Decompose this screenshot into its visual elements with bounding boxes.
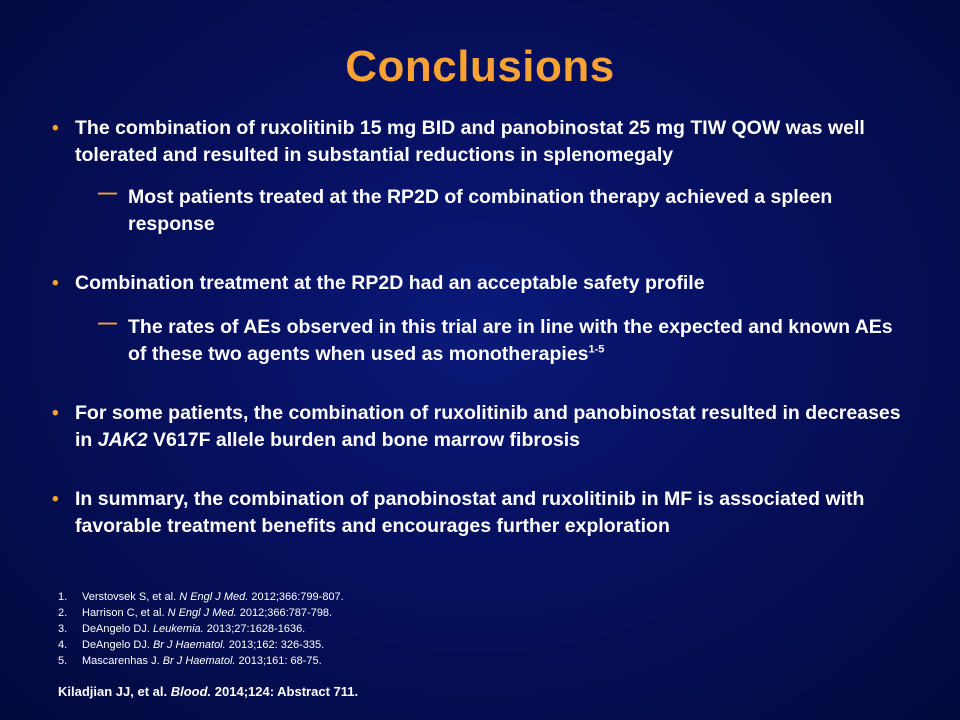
bullet-3-text-b: V617F allele burden and bone marrow fibr… <box>147 429 580 451</box>
bullet-1: • The combination of ruxolitinib 15 mg B… <box>52 115 922 169</box>
bullet-marker: • <box>52 118 59 139</box>
reference-citation: 2013;27:1628-1636. <box>203 623 306 635</box>
bullet-3-gene: JAK2 <box>97 429 148 451</box>
reference-item: 2. Harrison C, et al. N Engl J Med. 2012;… <box>58 605 658 621</box>
bullet-3-text-a: For some patients, the combination of ru… <box>75 402 901 451</box>
reference-number: 3. <box>58 623 68 635</box>
reference-authors: Harrison C, et al. <box>82 607 168 619</box>
bullet-marker: • <box>52 273 59 294</box>
bullet-marker: • <box>52 489 59 510</box>
reference-journal: Leukemia. <box>152 623 204 635</box>
subbullet-2-citation: 1-5 <box>588 343 605 356</box>
reference-authors: DeAngelo DJ. <box>82 639 153 651</box>
subbullet-2: — The rates of AEs observed in this tria… <box>98 313 908 368</box>
bullet-2-text: Combination treatment at the RP2D had an… <box>75 272 705 294</box>
bullet-marker: • <box>52 403 59 424</box>
dash-marker: — <box>98 183 117 204</box>
reference-number: 5. <box>58 655 68 667</box>
references-list: 1. Verstovsek S, et al. N Engl J Med. 201… <box>58 589 658 669</box>
slide-title: Conclusions <box>345 42 615 91</box>
subbullet-2-text: The rates of AEs observed in this trial … <box>128 316 893 365</box>
dash-marker: — <box>98 313 117 334</box>
reference-journal: Br J Haematol. <box>152 639 226 651</box>
bullet-3: • For some patients, the combination of … <box>52 400 922 454</box>
reference-authors: Mascarenhas J. <box>82 655 163 667</box>
reference-citation: 2013;162: 326-335. <box>225 639 325 651</box>
reference-number: 2. <box>58 607 68 619</box>
reference-item: 1. Verstovsek S, et al. N Engl J Med. 201… <box>58 589 658 605</box>
reference-item: 3. DeAngelo DJ. Leukemia. 2013;27:1628-16… <box>58 621 658 637</box>
source-citation: Kiladjian JJ, et al. Blood. 2014;124: Ab… <box>58 684 358 699</box>
bullet-1-text: The combination of ruxolitinib 15 mg BID… <box>75 117 865 166</box>
reference-number: 1. <box>58 591 68 603</box>
bullet-4-text: In summary, the combination of panobinos… <box>75 488 865 537</box>
reference-journal: Br J Haematol. <box>162 655 236 667</box>
source-details: 2014;124: Abstract 711. <box>211 684 359 699</box>
source-authors: Kiladjian JJ, et al. <box>58 684 171 699</box>
reference-item: 5. Mascarenhas J. Br J Haematol. 2013;161… <box>58 653 658 669</box>
source-journal: Blood. <box>170 684 212 699</box>
reference-authors: DeAngelo DJ. <box>82 623 153 635</box>
subbullet-1-text: Most patients treated at the RP2D of com… <box>128 186 833 235</box>
reference-number: 4. <box>58 639 68 651</box>
reference-authors: Verstovsek S, et al. <box>82 591 180 603</box>
bullet-4: • In summary, the combination of panobin… <box>52 486 922 540</box>
reference-item: 4. DeAngelo DJ. Br J Haematol. 2013;162: … <box>58 637 658 653</box>
reference-citation: 2012;366:799-807. <box>248 591 344 603</box>
reference-citation: 2012;366:787-798. <box>236 607 333 619</box>
reference-journal: N Engl J Med. <box>167 607 237 619</box>
reference-journal: N Engl J Med. <box>179 591 249 603</box>
reference-citation: 2013;161: 68-75. <box>235 655 322 667</box>
subbullet-1: — Most patients treated at the RP2D of c… <box>98 183 908 238</box>
bullet-2: • Combination treatment at the RP2D had … <box>52 270 922 297</box>
